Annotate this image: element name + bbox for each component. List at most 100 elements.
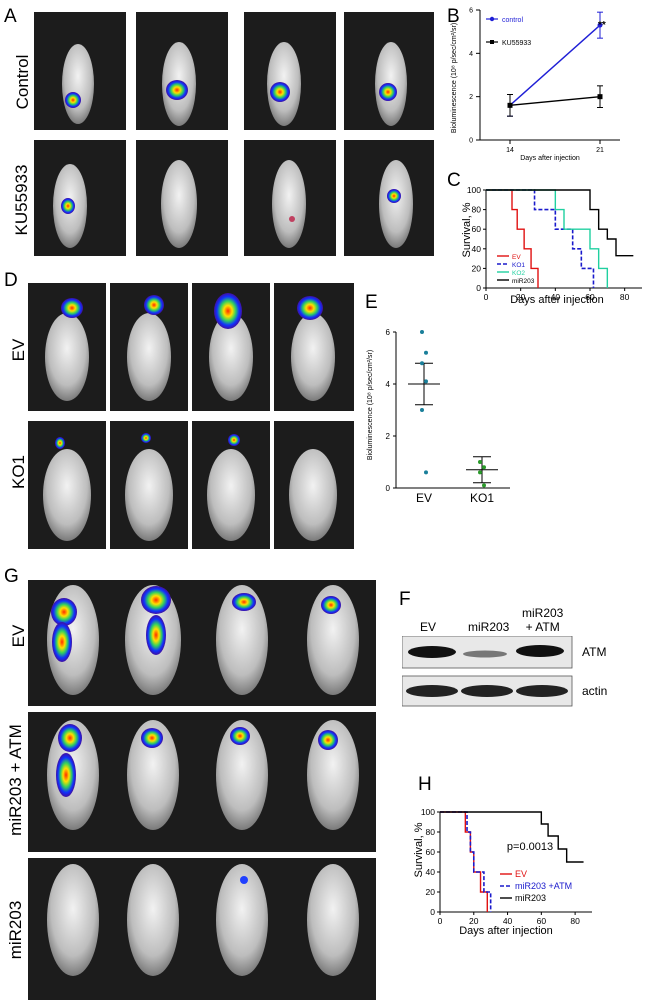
- chartH-curve-mir203: [440, 811, 584, 863]
- panel-label-f: F: [399, 589, 411, 610]
- photo-g-mir203atm-4: [307, 720, 359, 830]
- chart-h: 0 20 40 60 80 100 0 20 40 60 80 EV miR203 +ATM miR20…: [413, 807, 592, 937]
- chart-b: 0 2 4 6 14 21 control KU55933 ** Days after …: [451, 8, 620, 162]
- chartC-ytick-label: 100: [467, 185, 481, 195]
- row-label-ku55933: KU55933: [12, 164, 31, 236]
- chartC-curve-ev: [486, 189, 539, 288]
- chartH-xtick-label: 40: [503, 916, 513, 926]
- photo-d-ko1-2: [110, 421, 188, 549]
- photo-g-mir203atm-2: [127, 720, 179, 830]
- chartC-curve-ko2: [486, 189, 609, 288]
- chart-e-ytick-label: 6: [386, 328, 391, 337]
- photo-ku55933-1: [34, 140, 126, 256]
- chartC-xtick-label: 0: [484, 292, 489, 302]
- chart-b-line-control: [509, 24, 601, 106]
- chart-b-point-ku55933: [597, 94, 603, 100]
- photo-d-ko1-3: [192, 421, 270, 549]
- chart-e-ytick-label: 0: [386, 484, 391, 493]
- chart-h-xlabel: Days after injection: [459, 925, 553, 937]
- chart-e-point: [420, 330, 424, 334]
- photo-d-ev-2: [110, 283, 188, 411]
- chartC-ytick-label: 60: [472, 224, 482, 234]
- blot-atm-band-mir203: [463, 650, 507, 658]
- chartH-xtick-label: 0: [438, 916, 443, 926]
- photo-d-ko1-4: [274, 421, 354, 549]
- photo-g-ev-4: [307, 585, 359, 695]
- chartC-xtick-label: 20: [516, 292, 526, 302]
- photo-g-mir203-4: [307, 864, 359, 976]
- photo-ku55933-4: [344, 140, 434, 256]
- chart-e-point: [424, 350, 428, 355]
- blot-lane-mir203: miR203: [468, 620, 510, 634]
- blot-atm-band-mir203atm: [516, 645, 564, 657]
- chart-b-line-ku55933: [509, 95, 601, 107]
- chart-e-ytick-label: 2: [386, 432, 391, 441]
- chart-e-point: [420, 361, 424, 366]
- chartH-legend-label: miR203: [515, 893, 546, 903]
- panel-label-a: A: [4, 6, 17, 27]
- chart-b-legend: control KU55933: [486, 16, 531, 47]
- chart-c-xlabel: Days after injection: [510, 294, 604, 306]
- chart-b-point-control: [597, 22, 603, 28]
- photo-d-ev-3: [192, 283, 270, 411]
- chart-e-point: [420, 408, 424, 412]
- panel-g-photos: [28, 580, 376, 1000]
- chartH-ytick-label: 0: [430, 907, 435, 917]
- chartH-xtick-label: 60: [537, 916, 547, 926]
- chart-b-xtick-label: 14: [506, 147, 514, 154]
- panel-label-e: E: [365, 292, 378, 313]
- chart-e-xtick-label: KO1: [470, 491, 494, 505]
- chart-e-ylabel: Bioluminescence (10⁸ p/sec/cm²/sr): [367, 350, 374, 460]
- chart-e-ytick-label: 4: [386, 380, 391, 389]
- chartC-xtick-label: 40: [551, 292, 561, 302]
- chart-e-point: [482, 483, 486, 488]
- panel-label-d: D: [4, 270, 18, 291]
- chartH-ytick-label: 100: [421, 807, 435, 817]
- panel-a-photos: [34, 12, 434, 256]
- chartC-ytick-label: 0: [476, 283, 481, 293]
- blot-atm-band-ev: [408, 646, 456, 658]
- chart-e-point: [478, 470, 482, 475]
- blot-image: ATM actin: [402, 636, 607, 707]
- chartH-ytick-label: 20: [426, 887, 436, 897]
- chart-b-xlabel: Days after injection: [520, 155, 580, 162]
- photo-g-ev-2: [125, 585, 181, 695]
- chart-e-point: [482, 465, 486, 470]
- chart-b-ytick-label: 6: [469, 8, 473, 15]
- chart-e-xtick-label: EV: [416, 491, 432, 505]
- chartH-ytick-label: 40: [426, 867, 436, 877]
- chartC-ytick-label: 40: [472, 244, 482, 254]
- photo-g-mir203atm-1: [47, 720, 99, 830]
- blot-lane-ev: EV: [420, 620, 437, 634]
- chart-b-significance: **: [598, 20, 606, 31]
- blot-lane-mir203-atm-l1: miR203: [522, 606, 564, 620]
- chartC-legend-label: EV: [512, 254, 521, 261]
- chart-b-xtick-label: 21: [596, 147, 604, 154]
- chartC-ytick-label: 80: [472, 205, 482, 215]
- row-label-control: Control: [13, 54, 32, 110]
- chart-e: 0 2 4 6 EV KO1 Bioluminescence (10⁸ p/sec/cm²…: [367, 328, 510, 505]
- chart-b-ytick-label: 2: [469, 94, 473, 101]
- chart-b-point-ku55933: [507, 102, 513, 108]
- chartH-curve-mir203-atm: [440, 811, 492, 912]
- panel-label-g: G: [4, 566, 19, 587]
- row-label-ko1: KO1: [9, 454, 28, 490]
- chart-c-ylabel: Survival, %: [461, 202, 473, 257]
- photo-g-ev-1: [47, 585, 99, 695]
- chart-b-ylabel: Bioluminescence (10⁸ p/sec/cm²/sr): [451, 23, 458, 133]
- photo-control-4: [344, 12, 434, 130]
- chartC-legend-label: KO2: [512, 270, 525, 277]
- chartH-xtick-label: 80: [570, 916, 580, 926]
- chartC-xtick-label: 80: [620, 292, 630, 302]
- photo-g-mir203-1: [47, 864, 99, 976]
- chartC-legend-label: miR203: [512, 278, 535, 285]
- photo-control-3: [244, 12, 336, 130]
- chartH-curve-ev: [440, 811, 488, 912]
- panel-d-photos: [28, 283, 354, 549]
- chartH-xtick-label: 20: [469, 916, 479, 926]
- chartC-curve-mir203: [486, 189, 634, 257]
- chart-h-annotation: p=0.0013: [507, 841, 553, 853]
- photo-d-ev-4: [274, 283, 354, 411]
- panel-label-h: H: [418, 774, 432, 795]
